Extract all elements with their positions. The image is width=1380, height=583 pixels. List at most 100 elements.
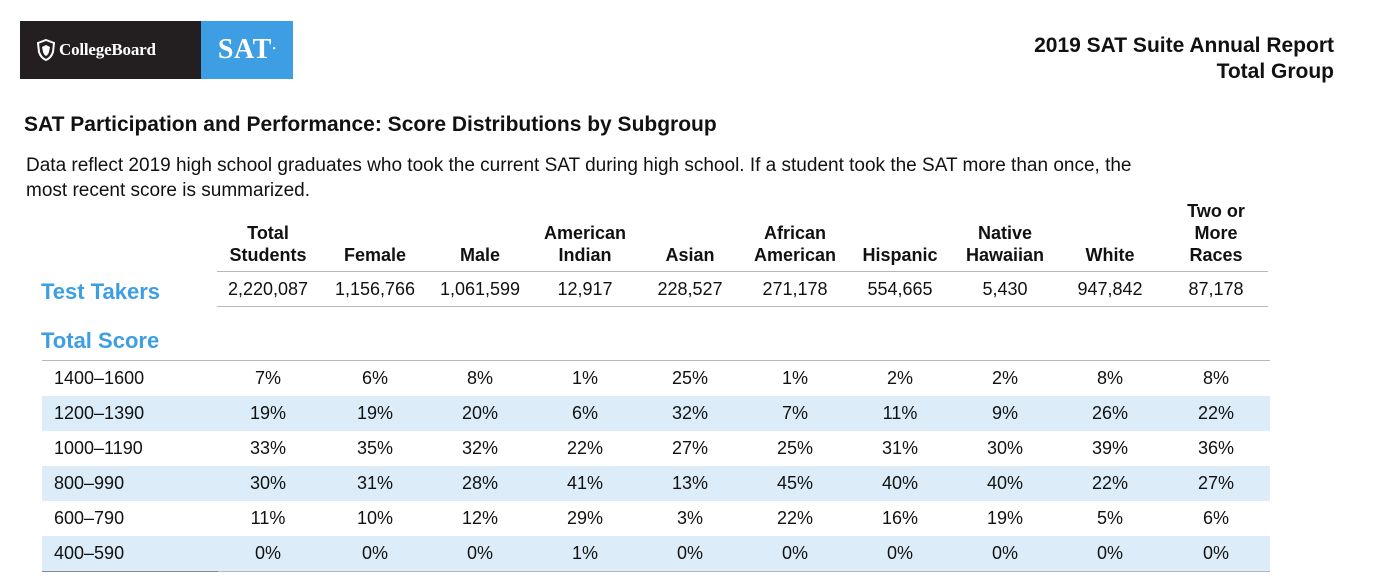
table-bottom-rule <box>42 571 218 572</box>
score-percent-cell: 40% <box>881 473 919 493</box>
test-takers-value: 228,527 <box>657 279 723 299</box>
table-row-stripe <box>42 536 1270 571</box>
score-percent-cell: 9% <box>991 403 1018 423</box>
score-range-label: 400–590 <box>54 543 125 563</box>
score-percent-cell: 33% <box>249 438 287 458</box>
score-percent-cell: 1% <box>781 368 808 388</box>
score-percent-cell: 32% <box>671 403 709 423</box>
score-percent-cell: 0% <box>1096 543 1123 563</box>
column-header-line: American <box>753 245 837 265</box>
test-takers-value: 2,220,087 <box>227 279 309 299</box>
score-percent-cell: 6% <box>571 403 598 423</box>
score-percent-cell: 22% <box>566 438 604 458</box>
column-header-line: African <box>763 223 826 243</box>
test-takers-value: 87,178 <box>1188 279 1244 299</box>
column-header-line: Hispanic <box>862 245 938 265</box>
column-header: Male <box>428 190 532 266</box>
test-takers-value: 1,156,766 <box>334 279 416 299</box>
score-range-label: 1200–1390 <box>54 403 145 423</box>
score-percent-cell: 35% <box>356 438 394 458</box>
score-percent-cell: 30% <box>249 473 287 493</box>
column-header-line: Races <box>1189 245 1243 265</box>
score-percent-cell: 6% <box>1202 508 1229 528</box>
score-percent-cell: 41% <box>566 473 604 493</box>
score-percent-cell: 8% <box>1202 368 1229 388</box>
column-header-line: American <box>543 223 627 243</box>
score-percent-cell: 7% <box>781 403 808 423</box>
column-header-line: Asian <box>665 245 715 265</box>
column-header-line: Hawaiian <box>965 245 1045 265</box>
report-title: 2019 SAT Suite Annual Report <box>1034 34 1334 57</box>
trademark-mark: • <box>272 43 277 53</box>
description-line: most recent score is summarized. <box>26 180 311 201</box>
column-header: White <box>1058 190 1162 266</box>
score-percent-cell: 6% <box>361 368 388 388</box>
column-header: Two or More Races <box>1164 190 1268 266</box>
score-percent-cell: 19% <box>249 403 287 423</box>
collegeboard-sat-logo: CollegeBoard SAT • <box>20 21 293 79</box>
test-takers-rule <box>217 306 1268 307</box>
score-percent-cell: 0% <box>676 543 703 563</box>
score-percent-cell: 25% <box>671 368 709 388</box>
page-title: SAT Participation and Performance: Score… <box>24 113 717 136</box>
table-bottom-rule-right <box>218 571 1270 572</box>
test-takers-label: Test Takers <box>41 279 161 304</box>
score-percent-cell: 12% <box>461 508 499 528</box>
score-percent-cell: 26% <box>1091 403 1129 423</box>
score-percent-cell: 25% <box>776 438 814 458</box>
test-takers-value: 947,842 <box>1077 279 1143 299</box>
table-row-stripe <box>42 466 1270 501</box>
score-percent-cell: 19% <box>356 403 394 423</box>
score-percent-cell: 22% <box>776 508 814 528</box>
column-header: Female <box>323 190 427 266</box>
column-header: American Indian <box>533 190 637 266</box>
column-header-line: Female <box>343 245 407 265</box>
test-takers-value: 554,665 <box>867 279 933 299</box>
score-percent-cell: 40% <box>986 473 1024 493</box>
column-header-line: Total <box>247 223 289 243</box>
column-header-line: Male <box>459 245 501 265</box>
score-range-label: 1000–1190 <box>54 438 143 458</box>
test-takers-value: 5,430 <box>982 279 1028 299</box>
report-subtitle: Total Group <box>1216 60 1334 83</box>
score-percent-cell: 3% <box>676 508 703 528</box>
score-percent-cell: 36% <box>1197 438 1235 458</box>
score-percent-cell: 45% <box>776 473 814 493</box>
score-percent-cell: 22% <box>1197 403 1235 423</box>
score-percent-cell: 30% <box>986 438 1024 458</box>
column-header: Hispanic <box>848 190 952 266</box>
score-percent-cell: 19% <box>986 508 1024 528</box>
column-header-line: Indian <box>558 245 612 265</box>
test-takers-value: 1,061,599 <box>439 279 521 299</box>
score-percent-cell: 27% <box>1197 473 1235 493</box>
column-header-line: Native <box>977 223 1033 243</box>
score-percent-cell: 8% <box>1096 368 1123 388</box>
score-percent-cell: 31% <box>356 473 394 493</box>
score-percent-cell: 1% <box>571 368 598 388</box>
sat-logo: SAT • <box>201 21 293 79</box>
column-header: African American <box>743 190 847 266</box>
column-header: Asian <box>638 190 742 266</box>
score-percent-cell: 0% <box>361 543 388 563</box>
score-percent-cell: 28% <box>461 473 499 493</box>
score-percent-cell: 29% <box>566 508 604 528</box>
logo-product-text: SAT <box>217 34 272 65</box>
score-percent-cell: 13% <box>671 473 709 493</box>
score-percent-cell: 39% <box>1091 438 1129 458</box>
score-percent-cell: 27% <box>671 438 709 458</box>
score-range-label: 1400–1600 <box>54 368 145 388</box>
table-row-stripe <box>42 396 1270 431</box>
test-takers-value: 271,178 <box>762 279 828 299</box>
score-percent-cell: 0% <box>466 543 493 563</box>
score-percent-cell: 0% <box>781 543 808 563</box>
score-percent-cell: 0% <box>1202 543 1229 563</box>
score-percent-cell: 1% <box>571 543 598 563</box>
score-percent-cell: 32% <box>461 438 499 458</box>
column-header-line: Two or <box>1187 201 1245 221</box>
report-heading: 2019 SAT Suite Annual Report Total Group <box>1034 33 1334 85</box>
score-percent-cell: 0% <box>886 543 913 563</box>
header-rule <box>217 271 1268 272</box>
test-takers-value: 12,917 <box>557 279 613 299</box>
score-percent-cell: 22% <box>1091 473 1129 493</box>
description: Data reflect 2019 high school graduates … <box>26 153 1276 203</box>
